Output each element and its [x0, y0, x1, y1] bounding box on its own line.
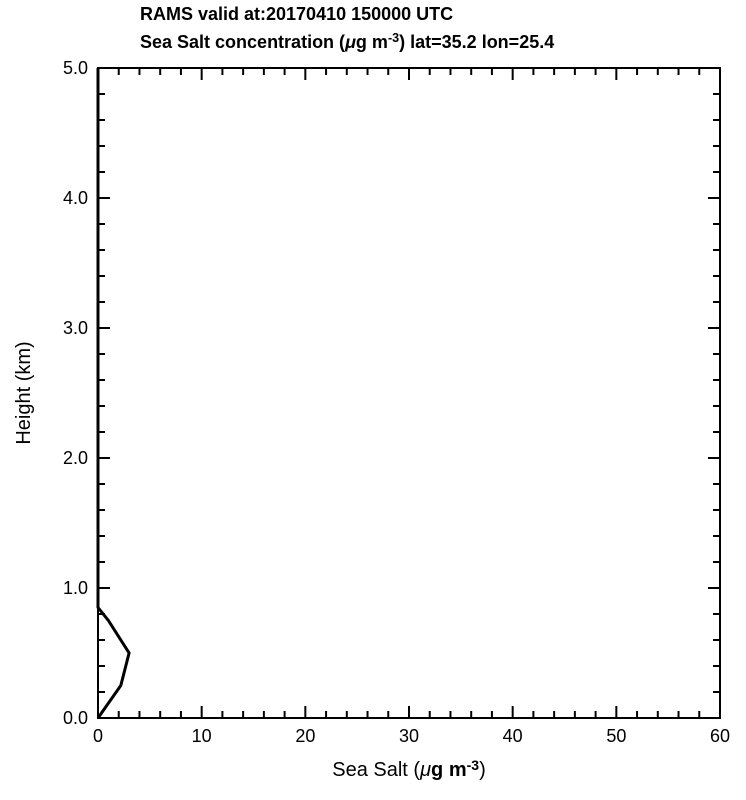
- y-tick-label: 4.0: [63, 188, 88, 208]
- x-tick-label: 30: [399, 726, 419, 746]
- chart-title-line1: RAMS valid at:20170410 150000 UTC: [140, 4, 453, 24]
- x-tick-label: 40: [503, 726, 523, 746]
- x-tick-label: 60: [710, 726, 730, 746]
- y-tick-label: 1.0: [63, 578, 88, 598]
- x-axis-label: Sea Salt (μg m-3): [332, 757, 485, 781]
- x-tick-label: 10: [192, 726, 212, 746]
- y-axis-label: Height (km): [13, 341, 35, 444]
- chart-container: 0 10 20 30 40 50 60 0.0 1.0 2.0 3.0 4.0 5.0 RAMS vali…: [0, 0, 746, 800]
- y-tick-label: 0.0: [63, 708, 88, 728]
- x-tick-label: 50: [606, 726, 626, 746]
- y-tick-label: 2.0: [63, 448, 88, 468]
- x-tick-label: 20: [295, 726, 315, 746]
- line-chart: 0 10 20 30 40 50 60 0.0 1.0 2.0 3.0 4.0 5.0 RAMS vali…: [0, 0, 746, 800]
- y-tick-label: 5.0: [63, 58, 88, 78]
- chart-title-line2: Sea Salt concentration (μg m-3) lat=35.2…: [140, 31, 554, 52]
- x-tick-label: 0: [93, 726, 103, 746]
- y-tick-label: 3.0: [63, 318, 88, 338]
